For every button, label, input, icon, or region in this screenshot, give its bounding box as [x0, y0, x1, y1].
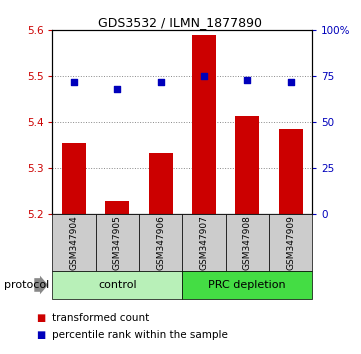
- Text: GSM347906: GSM347906: [156, 215, 165, 270]
- Text: GSM347904: GSM347904: [70, 215, 78, 270]
- Bar: [235, 116, 259, 214]
- Text: GDS3532 / ILMN_1877890: GDS3532 / ILMN_1877890: [99, 16, 262, 29]
- Bar: [182, 214, 226, 271]
- Bar: [105, 201, 129, 214]
- Text: GSM347909: GSM347909: [286, 215, 295, 270]
- Bar: [182, 271, 312, 299]
- Text: GSM347907: GSM347907: [200, 215, 208, 270]
- Bar: [96, 214, 139, 271]
- Text: GSM347908: GSM347908: [243, 215, 252, 270]
- Point: [288, 79, 293, 85]
- Text: ■: ■: [36, 313, 45, 323]
- Bar: [149, 153, 173, 214]
- Text: ■: ■: [36, 330, 45, 341]
- Text: GSM347905: GSM347905: [113, 215, 122, 270]
- Bar: [269, 214, 312, 271]
- Text: control: control: [98, 280, 136, 290]
- Text: PRC depletion: PRC depletion: [208, 280, 286, 290]
- Text: protocol: protocol: [4, 280, 49, 290]
- FancyArrow shape: [34, 276, 48, 294]
- Bar: [139, 214, 182, 271]
- Bar: [52, 214, 96, 271]
- Point: [114, 86, 120, 92]
- Bar: [226, 214, 269, 271]
- Point: [244, 77, 250, 82]
- Text: transformed count: transformed count: [52, 313, 149, 323]
- Text: percentile rank within the sample: percentile rank within the sample: [52, 330, 228, 341]
- Bar: [52, 271, 182, 299]
- Point: [71, 79, 77, 85]
- Bar: [192, 35, 216, 214]
- Point: [158, 79, 164, 85]
- Bar: [279, 129, 303, 214]
- Point: [201, 73, 207, 79]
- Bar: [62, 143, 86, 214]
